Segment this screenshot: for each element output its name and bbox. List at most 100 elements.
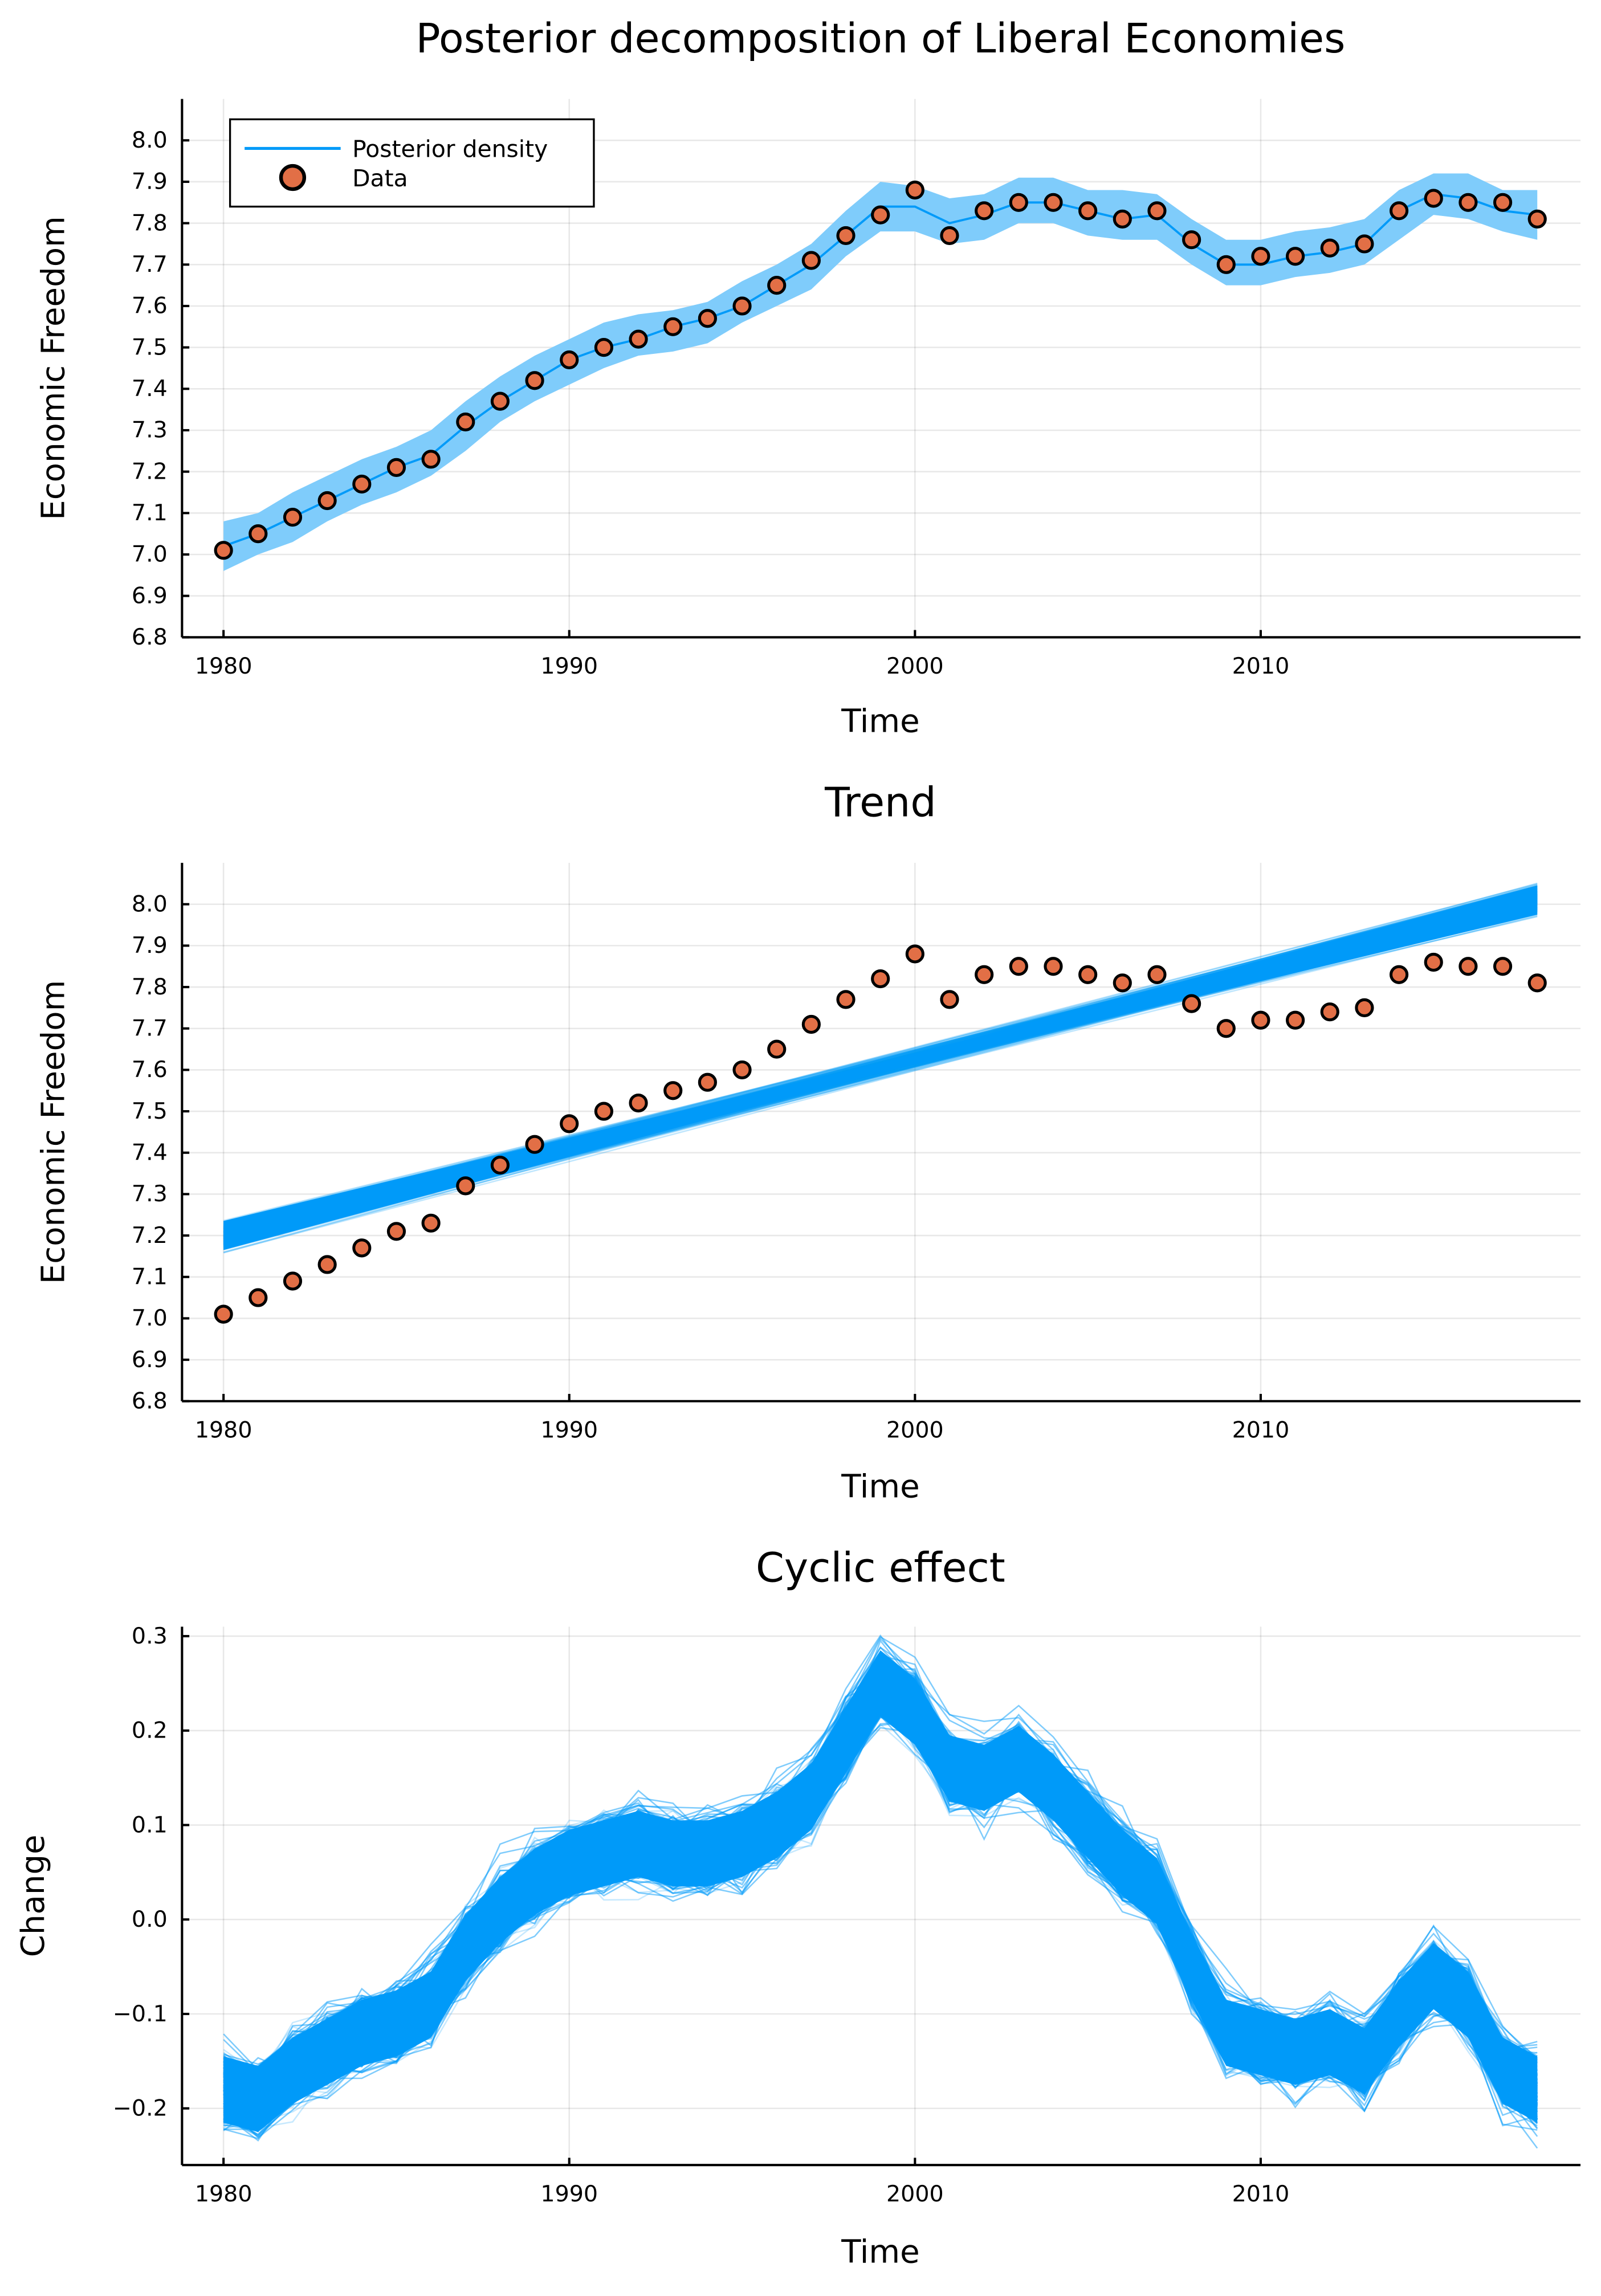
- data-point: [386, 1222, 406, 1241]
- y-tick-label: 7.9: [132, 932, 168, 959]
- data-point: [1285, 247, 1305, 266]
- data-point: [1216, 1019, 1236, 1038]
- data-point: [1009, 193, 1028, 212]
- x-tick-label: 1990: [540, 2181, 598, 2207]
- data-point: [663, 317, 683, 336]
- data-point: [560, 1114, 579, 1133]
- y-tick-label: 7.8: [132, 974, 168, 1000]
- data-point: [490, 391, 510, 411]
- panel-title: Cyclic effect: [756, 1544, 1005, 1591]
- data-point: [801, 1014, 821, 1034]
- data-point: [317, 1255, 337, 1274]
- y-tick-label: 7.4: [132, 376, 168, 402]
- y-tick-label: 7.0: [132, 541, 168, 568]
- data-point: [1493, 957, 1513, 976]
- data-point: [1044, 957, 1063, 976]
- y-tick-label: 6.9: [132, 1347, 168, 1373]
- data-point: [1113, 973, 1132, 993]
- data-point: [1320, 1002, 1339, 1022]
- cyclic-samples: [223, 1634, 1538, 2149]
- y-tick-label: 7.7: [132, 1016, 168, 1042]
- data-point: [1424, 189, 1443, 208]
- x-tick-label: 2010: [1232, 1417, 1290, 1443]
- panel-title: Posterior decomposition of Liberal Econo…: [415, 15, 1345, 62]
- data-point: [663, 1081, 683, 1100]
- cyclic-sample-line: [223, 1634, 1538, 2065]
- legend-box: [229, 118, 595, 208]
- y-tick-label: 7.8: [132, 210, 168, 236]
- data-point: [698, 1072, 717, 1092]
- y-axis-label: Change: [15, 1834, 52, 1957]
- data-point: [767, 276, 787, 295]
- y-tick-label: 7.5: [132, 1098, 168, 1124]
- y-tick-label: 7.7: [132, 251, 168, 278]
- x-axis-label: Time: [841, 2233, 919, 2270]
- data-point: [871, 205, 890, 225]
- y-tick-label: 7.2: [132, 458, 168, 484]
- data-point: [1527, 209, 1547, 229]
- plot-area: 1980 1990 2000 2010 −0.2 −0.1 0.0 0.1 0.2 0.3: [113, 1623, 1581, 2207]
- data-point: [975, 965, 994, 984]
- data-point: [767, 1039, 787, 1059]
- data-point: [490, 1155, 510, 1175]
- y-tick-label: 7.6: [132, 293, 168, 319]
- data-point: [836, 226, 856, 246]
- y-tick-label: 6.8: [132, 624, 168, 650]
- data-point: [386, 458, 406, 477]
- y-axis-label: Economic Freedom: [35, 216, 72, 520]
- data-point: [1389, 965, 1409, 984]
- data-point: [1182, 230, 1201, 250]
- data-point: [214, 541, 233, 560]
- y-tick-label: 0.2: [132, 1718, 168, 1744]
- cyclic-sample-line: [223, 1637, 1538, 2075]
- legend-label-posterior: Posterior density: [352, 136, 548, 163]
- data-point: [1078, 201, 1098, 221]
- x-tick-label: 2000: [886, 2181, 944, 2207]
- cyclic-core-band: [223, 1650, 1538, 2132]
- data-point: [456, 1176, 475, 1196]
- data-point: [1527, 973, 1547, 993]
- data-point: [975, 201, 994, 221]
- data-point: [905, 944, 924, 964]
- data-point: [1251, 247, 1270, 266]
- data-point: [629, 329, 648, 349]
- x-tick-label: 1980: [195, 1417, 252, 1443]
- y-tick-label: 7.3: [132, 417, 168, 443]
- data-point: [1355, 998, 1374, 1018]
- y-tick-label: 0.3: [132, 1623, 168, 1649]
- trend-core-band: [223, 886, 1538, 1250]
- y-tick-label: −0.1: [113, 2001, 168, 2027]
- legend-marker-data: [279, 164, 307, 191]
- data-point: [1285, 1010, 1305, 1030]
- y-tick-label: 0.0: [132, 1906, 168, 1932]
- data-point: [871, 969, 890, 989]
- x-tick-label: 2000: [886, 653, 944, 679]
- data-point: [456, 412, 475, 432]
- data-point: [1459, 957, 1478, 976]
- y-tick-label: 7.5: [132, 334, 168, 360]
- data-point: [1147, 201, 1167, 221]
- panel-trend: 1980 1990 2000 2010 6.8 6.9 7.0 7.1 7.2 7.3 7.4 7.5…: [35, 778, 1581, 1505]
- data-point: [629, 1093, 648, 1113]
- data-points: [214, 180, 1547, 560]
- panel-posterior: 1980 1990 2000 2010 6.8 6.9 7.0 7.1 7.2 7.3 7.4 7.5…: [35, 15, 1581, 740]
- data-point: [1216, 255, 1236, 274]
- trend-samples: [223, 882, 1538, 1254]
- data-point: [525, 371, 544, 390]
- data-point: [525, 1135, 544, 1154]
- data-point: [317, 491, 337, 511]
- data-point: [1251, 1010, 1270, 1030]
- data-point: [1182, 994, 1201, 1013]
- data-point: [1424, 952, 1443, 972]
- data-point: [248, 524, 268, 544]
- data-point: [1493, 193, 1513, 212]
- y-tick-label: 8.0: [132, 127, 168, 153]
- x-tick-label: 1990: [540, 1417, 598, 1443]
- y-tick-label: 7.6: [132, 1057, 168, 1083]
- y-tick-label: 7.9: [132, 169, 168, 195]
- y-tick-label: 6.9: [132, 582, 168, 609]
- x-tick-label: 2000: [886, 1417, 944, 1443]
- y-tick-label: 7.0: [132, 1305, 168, 1331]
- x-tick-label: 1980: [195, 653, 252, 679]
